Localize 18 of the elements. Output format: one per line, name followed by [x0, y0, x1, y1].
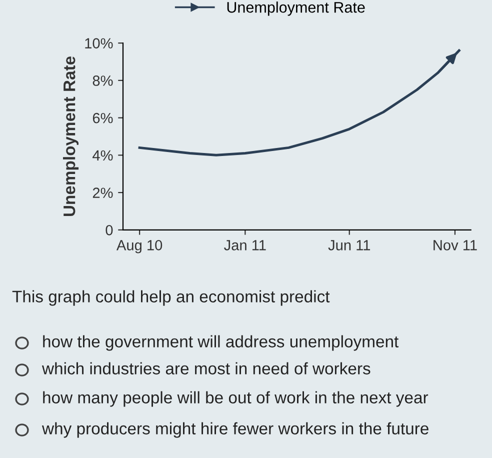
text: how many people will be out of work in the next year: [43, 391, 428, 407]
text: how the government will address unemployment: [43, 335, 399, 351]
y-tick-label: 6%: [92, 112, 113, 124]
legend-label: Unemployment Rate: [227, 2, 365, 16]
y-tick-label: 2%: [92, 188, 113, 198]
x-tick-label: Aug 10: [116, 240, 162, 254]
text: why producers might hire fewer workers in the future: [42, 422, 428, 438]
y-tick-label: 8%: [92, 76, 113, 86]
y-axis-title: Unemployment Rate: [63, 56, 79, 216]
x-tick-label: Jan 11: [224, 240, 266, 250]
x-tick-label: Nov 11: [434, 240, 477, 250]
y-tick-label: 10%: [85, 38, 113, 48]
text: which industries are most in need of workers: [42, 362, 370, 374]
y-tick-label: 0: [106, 225, 113, 236]
text: This graph could help an economist predict: [12, 290, 330, 306]
line-series: [138, 49, 460, 156]
y-tick-label: 4%: [92, 150, 113, 161]
x-tick-label: Jun 11: [328, 240, 370, 250]
